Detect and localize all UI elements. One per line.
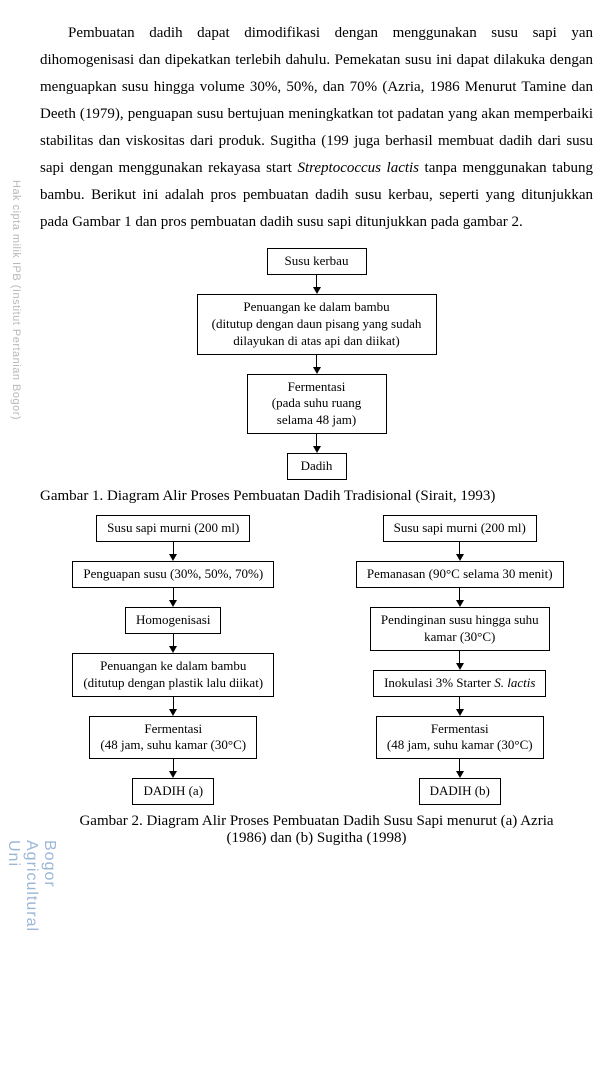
flow1-node-3-line2: (pada suhu ruang — [272, 395, 362, 410]
figure-2-caption-line2: (1986) dan (b) Sugitha (1998) — [227, 830, 407, 846]
flow2a-node-5-line2: (48 jam, suhu kamar (30°C) — [100, 737, 246, 752]
arrow-icon — [313, 355, 321, 374]
arrow-icon — [456, 697, 464, 716]
arrow-icon — [169, 634, 177, 653]
arrow-icon — [169, 588, 177, 607]
figure-2-caption: Gambar 2. Diagram Alir Proses Pembuatan … — [40, 813, 593, 847]
arrow-icon — [456, 588, 464, 607]
arrow-icon — [169, 542, 177, 561]
flow1-node-3: Fermentasi (pada suhu ruang selama 48 ja… — [247, 374, 387, 435]
flow1-node-2-line1: Penuangan ke dalam bambu — [243, 299, 389, 314]
flowchart-2-row: Susu sapi murni (200 ml) Penguapan susu … — [40, 515, 593, 805]
flow2b-node-1: Susu sapi murni (200 ml) — [383, 515, 537, 542]
arrow-icon — [456, 651, 464, 670]
flow2a-node-4: Penuangan ke dalam bambu (ditutup dengan… — [72, 653, 274, 697]
flow2a-node-5-line1: Fermentasi — [144, 721, 202, 736]
flow2b-node-4: Inokulasi 3% Starter S. lactis — [373, 670, 546, 697]
flowchart-1: Susu kerbau Penuangan ke dalam bambu (di… — [40, 248, 593, 480]
flow2b-node-3-line1: Pendinginan susu hingga suhu — [381, 612, 539, 627]
arrow-icon — [313, 275, 321, 294]
flow1-node-2: Penuangan ke dalam bambu (ditutup dengan… — [197, 294, 437, 355]
flow2b-node-5-line2: (48 jam, suhu kamar (30°C) — [387, 737, 533, 752]
flow1-node-1: Susu kerbau — [267, 248, 367, 275]
figure-1-caption: Gambar 1. Diagram Alir Proses Pembuatan … — [40, 488, 593, 505]
flow2a-node-2: Penguapan susu (30%, 50%, 70%) — [72, 561, 274, 588]
flow2b-node-3: Pendinginan susu hingga suhu kamar (30°C… — [370, 607, 550, 651]
flow1-node-2-line3: dilayukan di atas api dan diikat) — [233, 333, 399, 348]
body-paragraph: Pembuatan dadih dapat dimodifikasi denga… — [40, 20, 593, 236]
flow2b-node-6: DADIH (b) — [419, 778, 501, 805]
arrow-icon — [456, 759, 464, 778]
flow1-node-2-line2: (ditutup dengan daun pisang yang sudah — [212, 316, 422, 331]
arrow-icon — [169, 697, 177, 716]
paragraph-text-a: Pembuatan dadih dapat dimodifikasi denga… — [40, 25, 593, 176]
flow2a-node-6: DADIH (a) — [132, 778, 214, 805]
figure-2-caption-line1: Gambar 2. Diagram Alir Proses Pembuatan … — [79, 813, 553, 829]
flowchart-2b: Susu sapi murni (200 ml) Pemanasan (90°C… — [327, 515, 594, 805]
flow2a-node-4-line2: (ditutup dengan plastik lalu diikat) — [83, 675, 263, 690]
flow2a-node-1: Susu sapi murni (200 ml) — [96, 515, 250, 542]
flow2b-node-4-pre: Inokulasi 3% Starter — [384, 675, 494, 690]
flow1-node-3-line1: Fermentasi — [288, 379, 346, 394]
flow2b-node-2: Pemanasan (90°C selama 30 menit) — [356, 561, 564, 588]
flowchart-2a: Susu sapi murni (200 ml) Penguapan susu … — [40, 515, 307, 805]
flow2b-node-3-line2: kamar (30°C) — [424, 629, 495, 644]
flow2a-node-3: Homogenisasi — [125, 607, 221, 634]
flow2b-node-4-italic: S. lactis — [494, 675, 535, 690]
watermark-top-text: Hak cipta milik IPB (Institut Pertanian … — [10, 180, 22, 420]
arrow-icon — [456, 542, 464, 561]
flow2b-node-5-line1: Fermentasi — [431, 721, 489, 736]
flow1-node-3-line3: selama 48 jam) — [277, 412, 356, 427]
flow1-node-4: Dadih — [287, 453, 347, 480]
arrow-icon — [313, 434, 321, 453]
arrow-icon — [169, 759, 177, 778]
watermark-bottom-text: Bogor Agricultural Uni — [4, 840, 58, 932]
flow2b-node-5: Fermentasi (48 jam, suhu kamar (30°C) — [376, 716, 544, 760]
flow2a-node-5: Fermentasi (48 jam, suhu kamar (30°C) — [89, 716, 257, 760]
flow2a-node-4-line1: Penuangan ke dalam bambu — [100, 658, 246, 673]
paragraph-italic: Streptococcus lactis — [297, 160, 419, 176]
